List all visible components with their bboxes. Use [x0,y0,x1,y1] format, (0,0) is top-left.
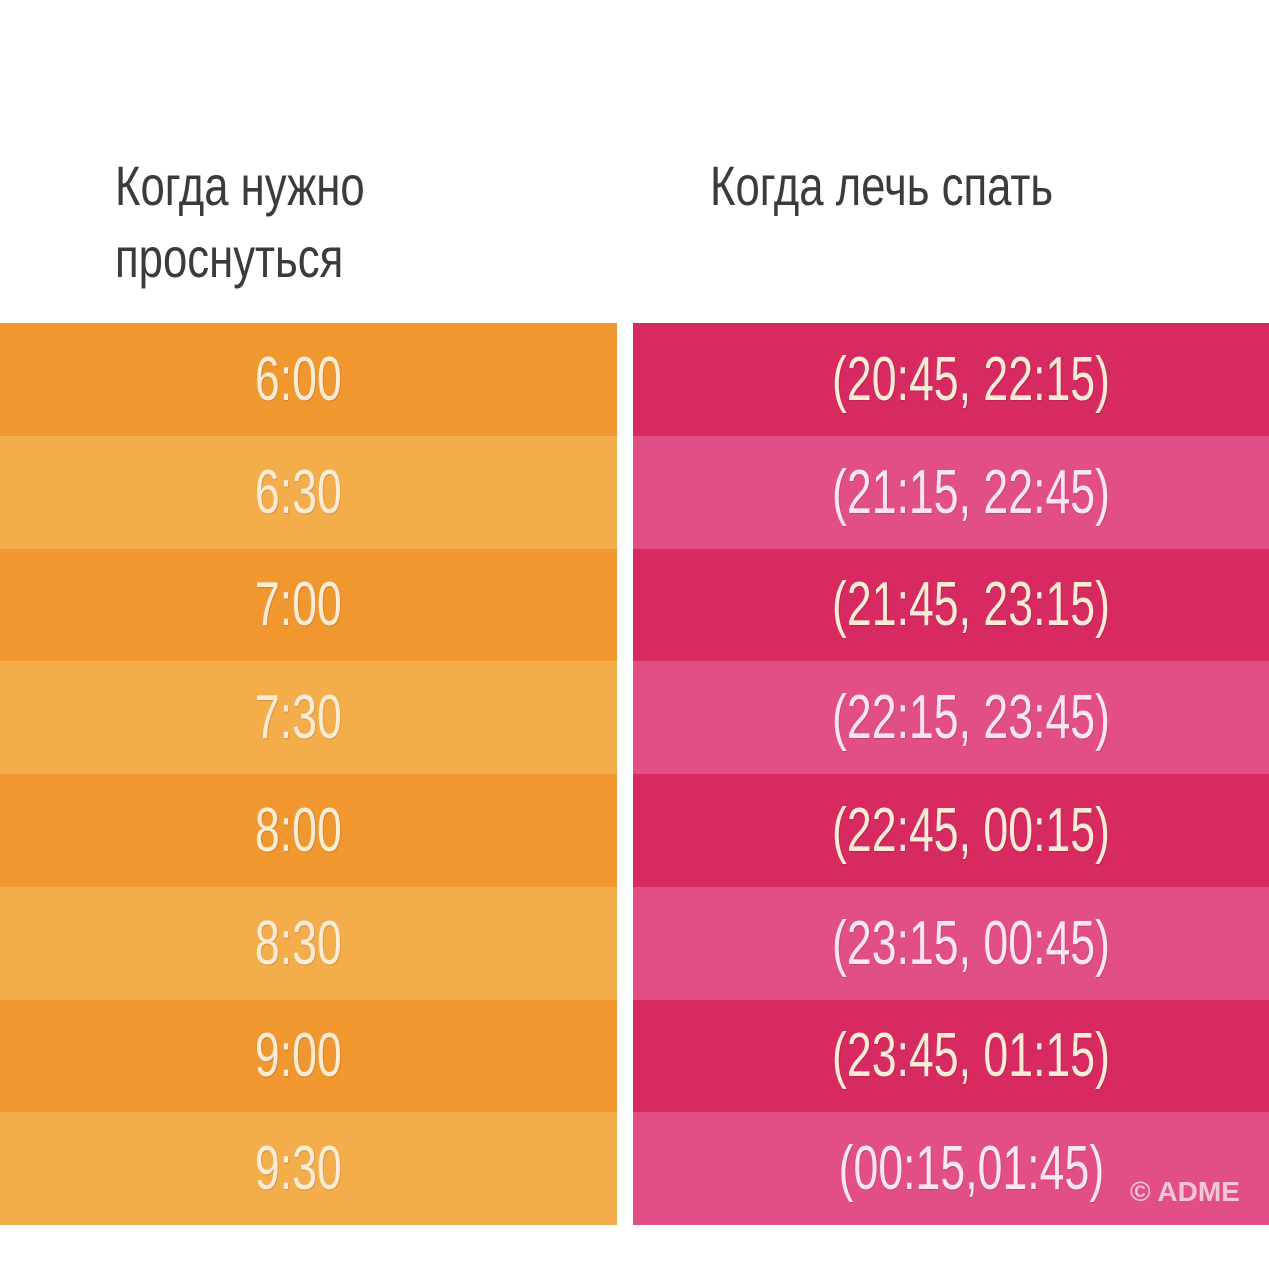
sleep-times: (20:45, 22:15) [832,344,1110,414]
sleep-times: (00:15,01:45) [838,1134,1104,1204]
sleep-cell: (21:45, 23:15) [633,548,1269,662]
wake-time: 9:00 [255,1021,342,1091]
wake-time: 6:00 [255,344,342,414]
wake-time-column: 6:00 6:30 7:00 7:30 8:00 8:30 9:00 9:30 [0,323,617,1225]
wake-time: 8:00 [255,795,342,865]
wake-cell: 9:30 [0,1112,617,1225]
sleep-times: (23:45, 01:15) [832,1021,1110,1091]
wake-time: 7:30 [255,683,342,753]
wake-time: 8:30 [255,908,342,978]
wake-cell: 7:00 [0,548,617,662]
sleep-cell: (20:45, 22:15) [633,323,1269,436]
sleep-times: (22:45, 00:15) [832,795,1110,865]
sleep-cell: (22:15, 23:45) [633,661,1269,774]
sleep-times: (21:15, 22:45) [832,457,1110,527]
sleep-cell: (22:45, 00:15) [633,774,1269,887]
sleep-cell: (21:15, 22:45) [633,435,1269,549]
wake-time: 9:30 [255,1134,342,1204]
wake-time-header: Когда нужно проснуться [115,150,365,294]
sleep-times: (22:15, 23:45) [832,683,1110,753]
wake-time: 7:00 [255,570,342,640]
sleep-times: (23:15, 00:45) [832,908,1110,978]
wake-cell: 8:00 [0,774,617,887]
wake-time: 6:30 [255,457,342,527]
wake-cell: 6:30 [0,435,617,549]
sleep-time-column: (20:45, 22:15) (21:15, 22:45) (21:45, 23… [633,323,1269,1225]
wake-cell: 7:30 [0,661,617,774]
wake-header-line1: Когда нужно [115,154,365,217]
adme-watermark: © ADME [1130,1176,1240,1207]
sleep-cell: (23:45, 01:15) [633,999,1269,1113]
sleep-cell: (00:15,01:45) [633,1112,1269,1225]
wake-cell: 6:00 [0,323,617,436]
wake-cell: 9:00 [0,999,617,1113]
wake-cell: 8:30 [0,886,617,1000]
wake-header-line2: проснуться [115,226,344,289]
sleep-times: (21:45, 23:15) [832,570,1110,640]
sleep-time-header: Когда лечь спать [710,154,1054,217]
sleep-cell: (23:15, 00:45) [633,886,1269,1000]
